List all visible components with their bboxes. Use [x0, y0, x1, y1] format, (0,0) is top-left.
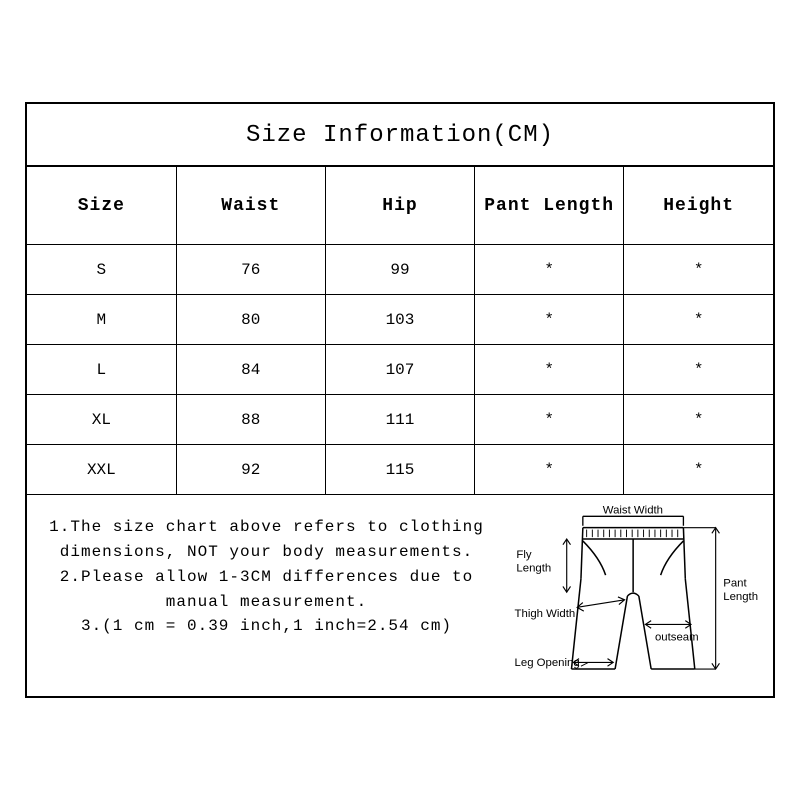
col-size: Size — [27, 167, 176, 245]
table-cell: 99 — [325, 245, 474, 295]
label-waist-width: Waist Width — [603, 505, 663, 517]
table-cell: S — [27, 245, 176, 295]
label-thigh-width: Thigh Width — [515, 608, 576, 620]
table-cell: * — [624, 295, 773, 345]
table-row: L84107** — [27, 345, 773, 395]
col-pant-length: Pant Length — [475, 167, 624, 245]
fly-length-dim — [563, 539, 571, 592]
pants-outline — [571, 528, 694, 669]
size-table: Size Waist Hip Pant Length Height S7699*… — [27, 167, 773, 496]
size-chart-container: Size Information(CM) Size Waist Hip Pant… — [25, 102, 775, 699]
pants-diagram: Waist Width — [498, 495, 773, 696]
label-pant-2: Length — [723, 591, 758, 603]
label-outseam: outseam — [655, 632, 699, 644]
note-1: 1.The size chart above refers to clothin… — [45, 515, 488, 565]
pant-length-dim — [683, 528, 719, 669]
label-fly-length-2: Length — [516, 563, 551, 575]
table-cell: * — [624, 445, 773, 495]
table-cell: 84 — [176, 345, 325, 395]
table-cell: 88 — [176, 395, 325, 445]
size-table-body: S7699**M80103**L84107**XL88111**XXL92115… — [27, 245, 773, 495]
col-waist: Waist — [176, 167, 325, 245]
table-cell: M — [27, 295, 176, 345]
thigh-width-dim — [577, 597, 624, 611]
table-cell: 107 — [325, 345, 474, 395]
table-cell: XXL — [27, 445, 176, 495]
notes-row: 1.The size chart above refers to clothin… — [27, 495, 773, 696]
table-cell: 92 — [176, 445, 325, 495]
table-header-row: Size Waist Hip Pant Length Height — [27, 167, 773, 245]
table-row: XXL92115** — [27, 445, 773, 495]
chart-title: Size Information(CM) — [27, 104, 773, 167]
pants-diagram-svg: Waist Width — [508, 503, 763, 688]
notes-text: 1.The size chart above refers to clothin… — [27, 495, 498, 696]
table-cell: * — [475, 245, 624, 295]
table-row: M80103** — [27, 295, 773, 345]
note-3: 3.(1 cm = 0.39 inch,1 inch=2.54 cm) — [45, 614, 488, 639]
label-leg-opening-1: Leg Opening — [515, 657, 580, 669]
table-cell: * — [624, 245, 773, 295]
label-pant-1: Pant — [723, 578, 747, 590]
table-cell: * — [475, 295, 624, 345]
note-2: 2.Please allow 1-3CM differences due to … — [45, 565, 488, 615]
table-cell: * — [624, 395, 773, 445]
waistband-hatching — [587, 530, 678, 538]
waist-width-bracket — [583, 517, 684, 526]
table-cell: 115 — [325, 445, 474, 495]
table-cell: 111 — [325, 395, 474, 445]
table-cell: * — [475, 445, 624, 495]
table-cell: * — [624, 345, 773, 395]
table-cell: XL — [27, 395, 176, 445]
col-height: Height — [624, 167, 773, 245]
table-cell: * — [475, 345, 624, 395]
table-cell: L — [27, 345, 176, 395]
table-cell: * — [475, 395, 624, 445]
leg-opening-pointer — [581, 663, 589, 667]
table-cell: 76 — [176, 245, 325, 295]
table-cell: 80 — [176, 295, 325, 345]
col-hip: Hip — [325, 167, 474, 245]
label-fly-length-1: Fly — [516, 549, 531, 561]
table-row: S7699** — [27, 245, 773, 295]
table-row: XL88111** — [27, 395, 773, 445]
table-cell: 103 — [325, 295, 474, 345]
outseam-dim — [645, 621, 691, 629]
